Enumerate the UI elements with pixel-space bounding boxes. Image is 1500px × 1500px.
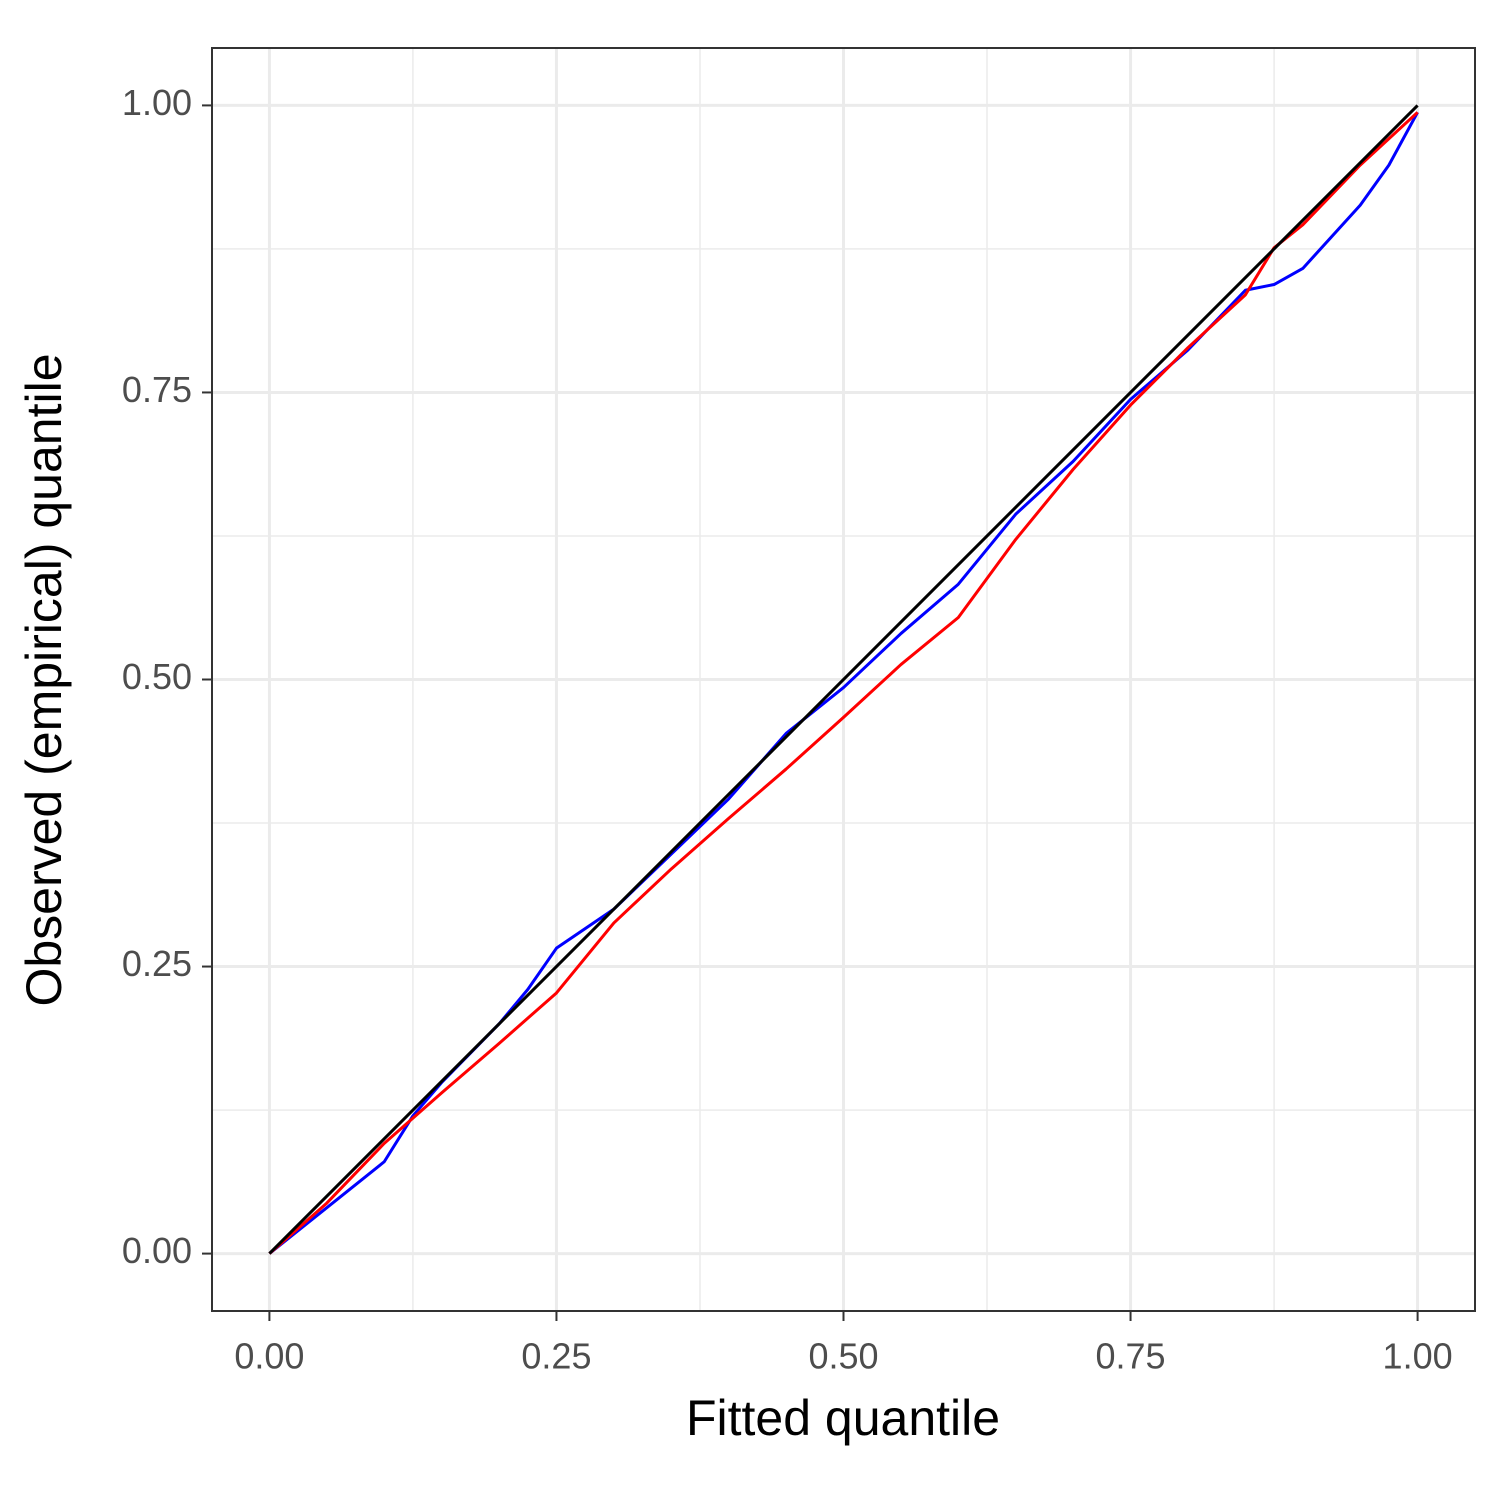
x-tick-label: 0.50	[808, 1336, 878, 1377]
x-tick-label: 1.00	[1383, 1336, 1453, 1377]
x-tick-label: 0.25	[521, 1336, 591, 1377]
series-line	[268, 104, 1419, 1255]
y-tick-label: 0.00	[122, 1230, 192, 1271]
y-tick-label: 0.50	[122, 656, 192, 697]
y-tick-label: 1.00	[122, 82, 192, 123]
y-axis-title: Observed (empirical) quantile	[16, 353, 72, 1006]
series-line	[268, 111, 1419, 1255]
y-tick-label: 0.75	[122, 369, 192, 410]
x-axis-title: Fitted quantile	[686, 1390, 1000, 1446]
plot-border	[211, 47, 1476, 1312]
x-tick-label: 0.00	[234, 1336, 304, 1377]
y-tick-label: 0.25	[122, 943, 192, 984]
x-tick-label: 0.75	[1096, 1336, 1166, 1377]
